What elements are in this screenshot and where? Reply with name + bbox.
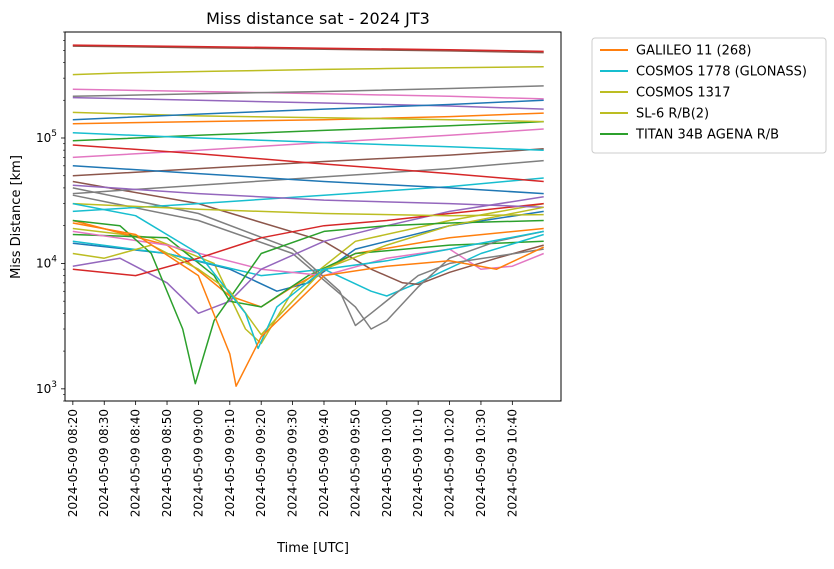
x-axis: 2024-05-09 08:20 2024-05-09 08:30 2024-05-… [66, 401, 519, 517]
series-line-28 [72, 230, 544, 277]
series-line-22 [72, 177, 544, 213]
plot-frame [64, 31, 562, 402]
x-tick-label: 2024-05-09 10:00 [380, 409, 394, 517]
x-tick-label: 2024-05-09 09:50 [348, 409, 362, 517]
x-axis-label: Time [UTC] [276, 541, 349, 556]
series-line-2 [72, 65, 544, 76]
legend-box [591, 37, 827, 154]
x-tick-label: 2024-05-09 10:40 [505, 409, 519, 517]
legend-label: SL-6 R/B(2) [636, 107, 709, 122]
series-line-13 [72, 132, 544, 151]
chart-title: Miss distance sat - 2024 JT3 [206, 9, 430, 28]
y-tick-label: 105 [36, 129, 57, 145]
legend-label: COSMOS 1778 (GLONASS) [636, 65, 807, 80]
series-line-9 [72, 99, 544, 121]
x-tick-label: 2024-05-09 08:30 [97, 409, 111, 517]
plot-lines [72, 44, 545, 387]
series-line-12 [72, 112, 544, 125]
series-line-14 [72, 120, 544, 142]
y-tick-label: 103 [36, 380, 57, 396]
x-tick-label: 2024-05-09 10:10 [411, 409, 425, 517]
series-line-17 [72, 165, 544, 195]
series-line-7 [72, 85, 544, 98]
series-line-23 [72, 202, 544, 277]
x-tick-label: 2024-05-09 10:30 [474, 409, 488, 517]
x-tick-label: 2024-05-09 09:10 [223, 409, 237, 517]
legend-label: TITAN 34B AGENA R/B [635, 128, 779, 143]
series-line-24 [72, 196, 544, 315]
series-line-11 [72, 111, 544, 123]
x-tick-label: 2024-05-09 09:40 [317, 409, 331, 517]
x-tick-label: 2024-05-09 08:20 [66, 409, 80, 517]
y-axis-label: Miss Distance [km] [9, 155, 24, 279]
series-line-5 [72, 44, 544, 53]
series-line-19 [72, 184, 544, 209]
series-line-3 [72, 206, 544, 336]
series-line-21 [72, 202, 544, 217]
x-tick-label: 2024-05-09 09:20 [254, 409, 268, 517]
series-line-15 [72, 144, 544, 183]
legend-label: GALILEO 11 (268) [636, 44, 752, 59]
series-line-1 [72, 202, 544, 350]
series-line-20 [72, 159, 544, 195]
y-tick-label: 104 [36, 254, 57, 270]
series-line-30 [72, 233, 544, 308]
series-line-10 [72, 96, 544, 110]
y-axis: 103 104 105 [36, 31, 65, 402]
x-tick-label: 2024-05-09 10:20 [443, 409, 457, 517]
legend-label: COSMOS 1317 [636, 86, 730, 101]
series-line-27 [72, 180, 544, 286]
series-line-6 [72, 45, 544, 54]
x-tick-label: 2024-05-09 09:00 [191, 409, 205, 517]
series-line-0 [72, 222, 545, 387]
x-tick-label: 2024-05-09 08:40 [129, 409, 143, 517]
legend: GALILEO 11 (268) COSMOS 1778 (GLONASS) COS… [591, 37, 827, 154]
x-tick-label: 2024-05-09 09:30 [286, 409, 300, 517]
x-tick-label: 2024-05-09 08:50 [160, 409, 174, 517]
series-line-4 [72, 219, 544, 385]
series-line-25 [72, 194, 544, 330]
series-line-8 [72, 88, 544, 100]
